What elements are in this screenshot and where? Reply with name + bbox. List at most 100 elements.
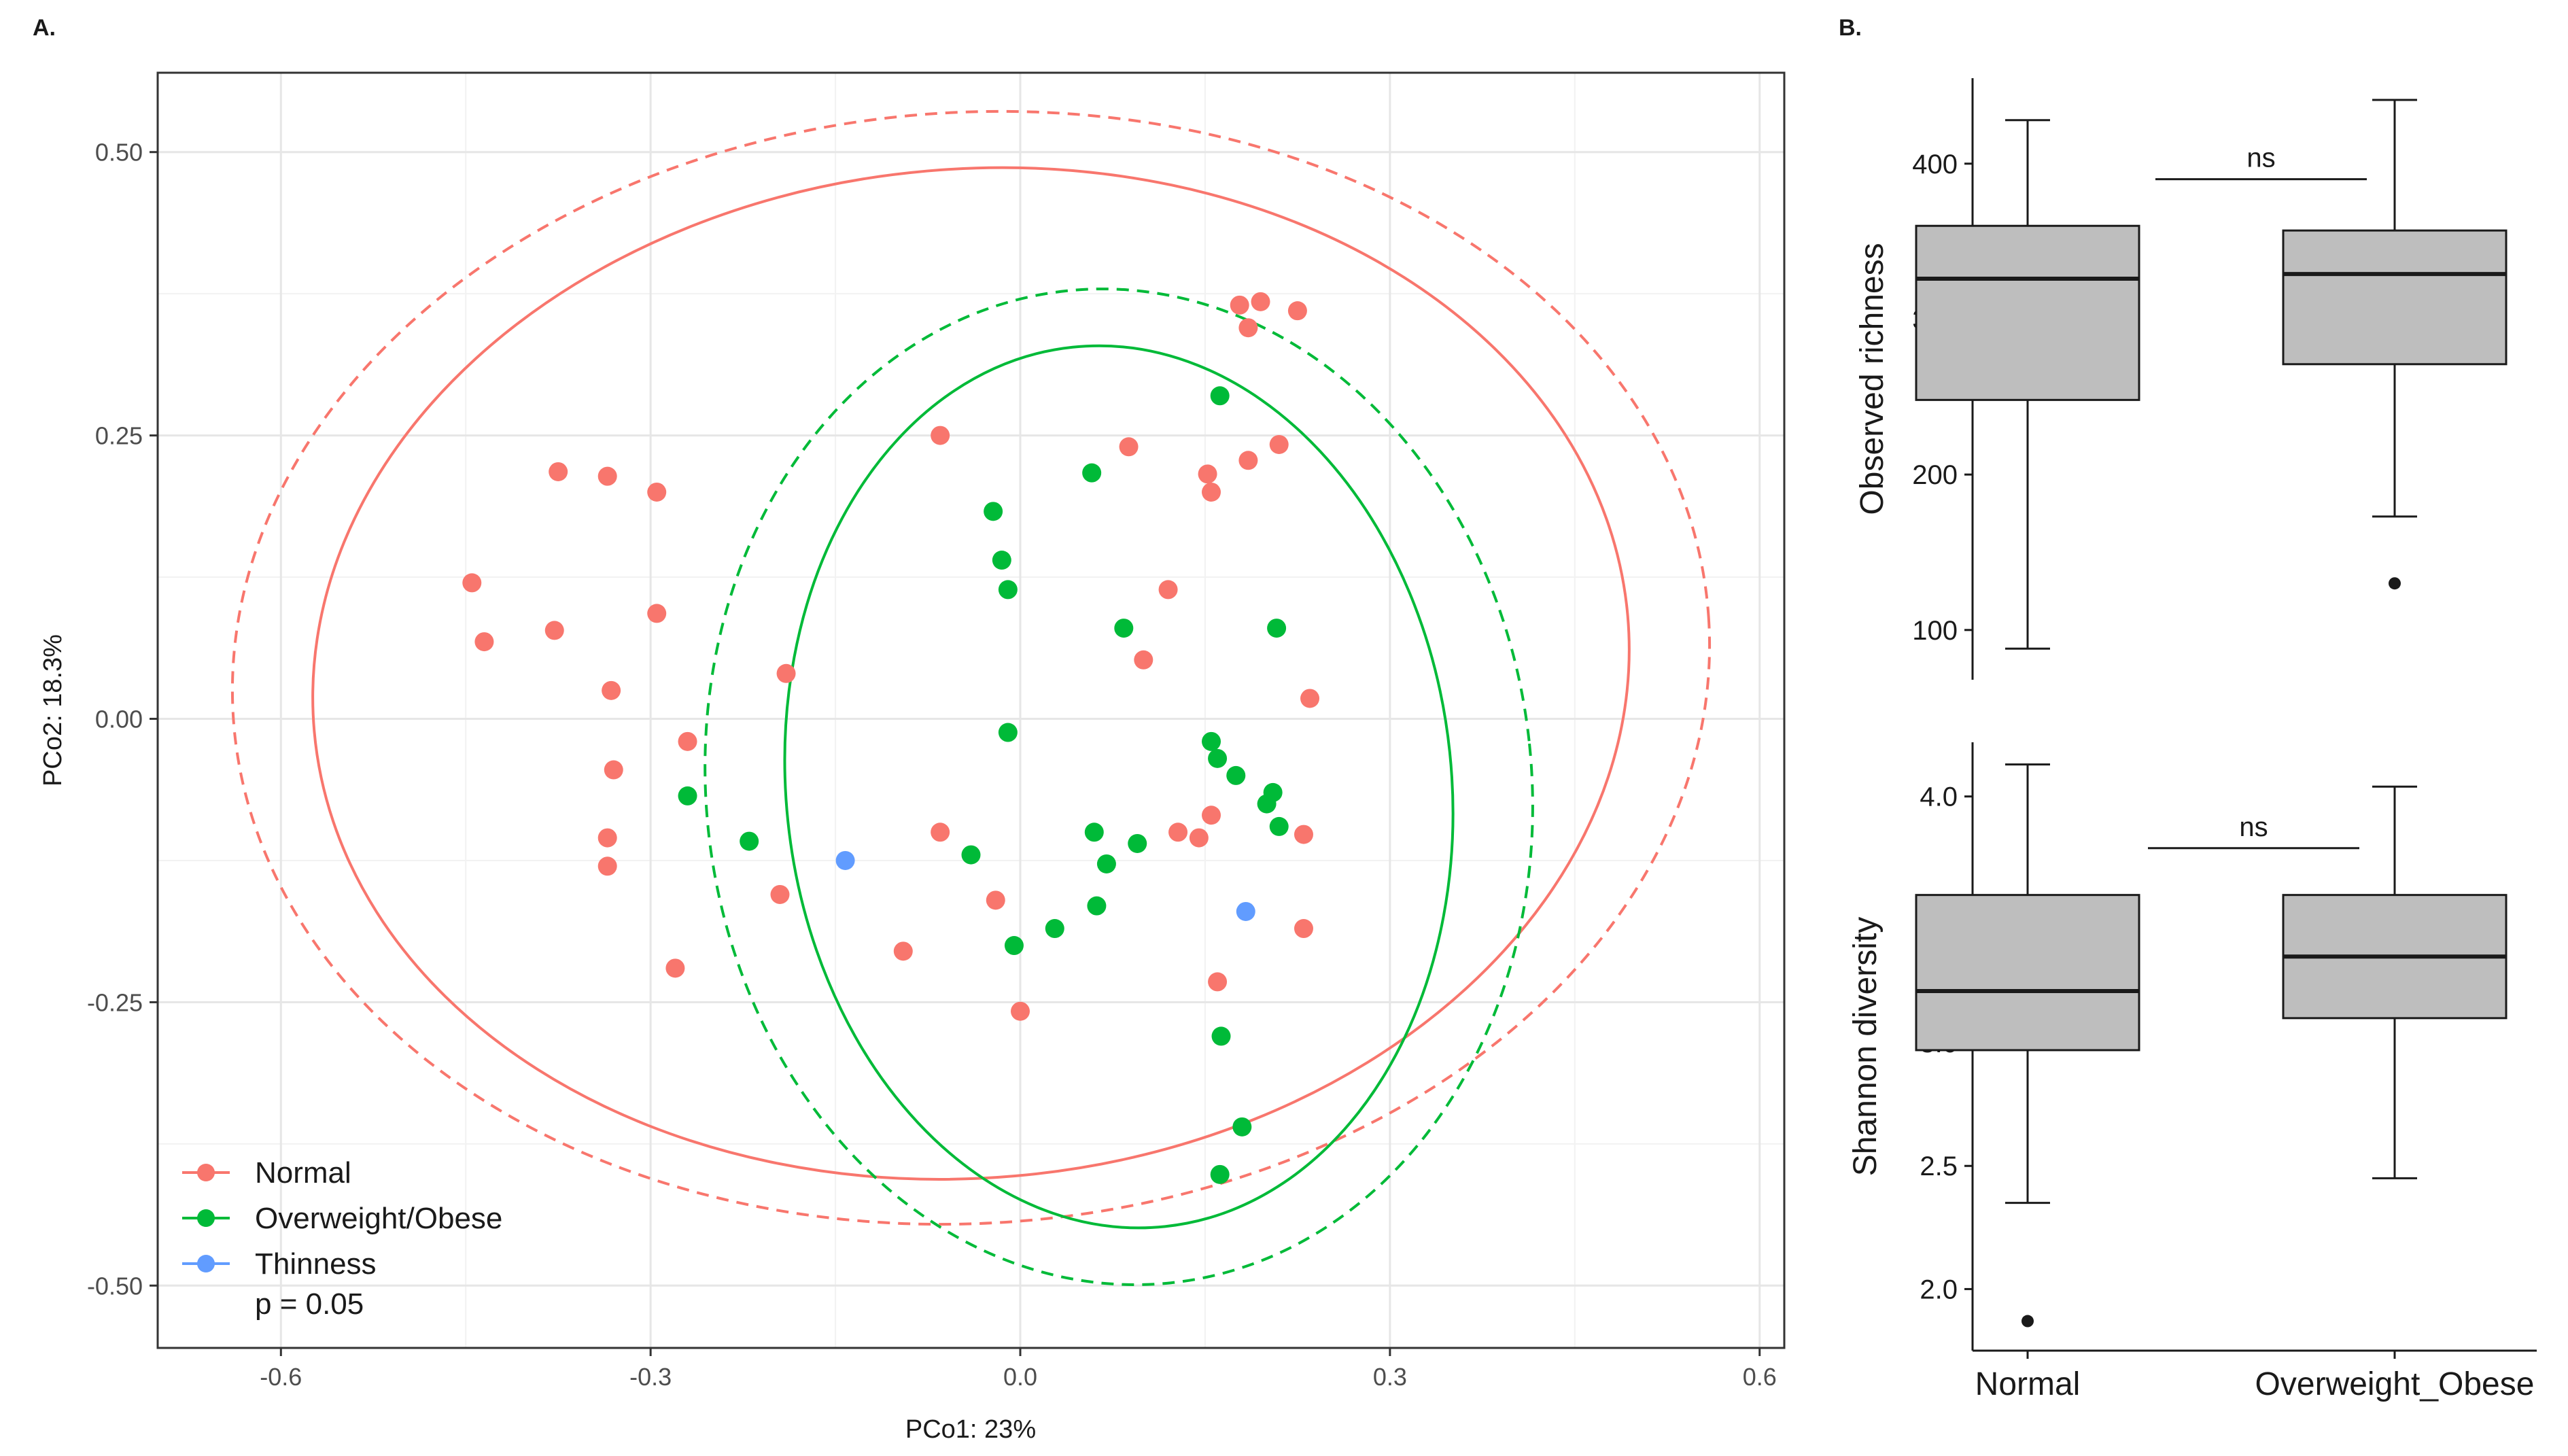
pcoa-legend: Normal Overweight/Obese Thinness p = 0.05 [182,1156,502,1321]
point-normal [1189,828,1209,848]
p-value-annotation: p = 0.05 [255,1287,364,1321]
point-normal [1230,295,1249,315]
pcoa-points [462,292,1320,1184]
point-normal [776,663,796,683]
y-tick-label: -0.50 [87,1272,143,1300]
point-normal [474,632,494,652]
point-overweight-obese [1226,765,1246,785]
x-tick-label: -0.6 [260,1363,302,1391]
y-axis-title: Shannon diversity [1847,917,1884,1177]
x-tick-label: Normal [1975,1366,2081,1402]
point-normal [597,466,617,486]
ellipse-overweight-obese-solid [783,344,1455,1230]
point-normal [647,482,667,502]
point-overweight-obese [1202,731,1221,751]
point-overweight-obese [1114,619,1134,638]
pcoa-plot-background [158,73,1784,1348]
pcoa-plot-frame [156,71,1786,1349]
point-overweight-obese [740,831,759,851]
point-normal [1202,482,1221,502]
pcoa-y-axis: -0.50 -0.25 0.00 0.25 0.50 [87,139,158,1300]
point-normal [931,822,950,842]
significance-label: ns [2239,812,2268,842]
point-normal [678,731,697,751]
point-normal [986,890,1005,910]
point-normal [604,760,623,780]
y-tick-label: 0.50 [95,139,143,167]
point-overweight-obese [992,551,1011,570]
y-tick-label: 100 [1912,616,1958,646]
point-normal [544,621,564,640]
y-tick-label: 400 [1912,150,1958,179]
box-overweight-obese [2282,229,2508,366]
pcoa-x-axis-title: PCo1: 23% [905,1415,1036,1444]
y-axis-title: Observed richness [1854,243,1890,515]
x-tick-label: 0.6 [1743,1363,1777,1391]
legend-label-overweight-obese: Overweight/Obese [255,1202,502,1235]
y-tick-label: 4.0 [1920,782,1958,812]
point-overweight-obese [1211,1026,1231,1046]
legend-marker-overweight-obese [197,1209,215,1227]
point-overweight-obese [678,786,697,805]
point-normal [602,680,621,700]
pcoa-y-axis-title: PCo2: 18.3% [39,634,67,786]
point-overweight-obese [1082,463,1102,483]
x-tick-label: -0.3 [629,1363,672,1391]
legend-label-normal: Normal [255,1156,351,1190]
point-overweight-obese [1208,748,1228,768]
point-overweight-obese [961,845,981,865]
outlier-overweight-obese [2389,577,2401,590]
point-normal [1158,580,1178,600]
point-normal [1011,1001,1030,1021]
point-overweight-obese [1210,1164,1230,1184]
point-thinness [1236,901,1255,921]
y-tick-label: 0.00 [95,706,143,733]
point-overweight-obese [1232,1117,1252,1137]
point-normal [1300,689,1320,708]
point-overweight-obese [1004,936,1024,956]
point-normal [1208,972,1228,992]
x-tick-label: 0.3 [1373,1363,1407,1391]
point-normal [1198,464,1217,484]
point-overweight-obese [1045,919,1064,939]
y-tick-label: 2.5 [1920,1151,1958,1181]
legend-marker-thinness [197,1255,215,1272]
point-normal [647,604,667,623]
point-overweight-obese [1267,619,1287,638]
point-normal [549,462,568,481]
point-normal [1251,292,1270,311]
pcoa-x-axis: -0.6 -0.3 0.0 0.3 0.6 [260,1348,1777,1391]
ellipse-normal-solid [311,166,1631,1181]
box-normal [1915,894,2140,1052]
point-normal [665,958,685,978]
point-overweight-obese [1084,822,1104,842]
point-normal [597,828,617,848]
point-normal [597,856,617,876]
box-normal [1915,224,2140,401]
point-normal [1238,318,1258,338]
point-thinness [835,850,855,870]
point-normal [931,426,950,445]
point-normal [1287,301,1307,321]
point-normal [1238,451,1258,470]
significance-label: ns [2246,143,2275,173]
point-overweight-obese [998,580,1018,600]
point-overweight-obese [998,723,1018,742]
pcoa-grid [158,73,1784,1348]
x-tick-label: 0.0 [1003,1363,1037,1391]
point-overweight-obese [1269,816,1289,836]
pcoa-plot: -0.6 -0.3 0.0 0.3 0.6 -0.50 -0.25 0.00 0.25 0.50… [39,71,1786,1444]
panel-b-label: B. [1839,15,1862,41]
ellipse-normal-dashed [230,109,1712,1226]
point-overweight-obese [1087,896,1107,916]
point-overweight-obese [984,502,1003,521]
outlier-normal [2022,1315,2034,1328]
point-normal [1269,434,1289,454]
point-normal [1134,650,1153,670]
point-normal [893,941,913,961]
point-normal [1119,437,1139,457]
point-overweight-obese [1210,386,1230,406]
